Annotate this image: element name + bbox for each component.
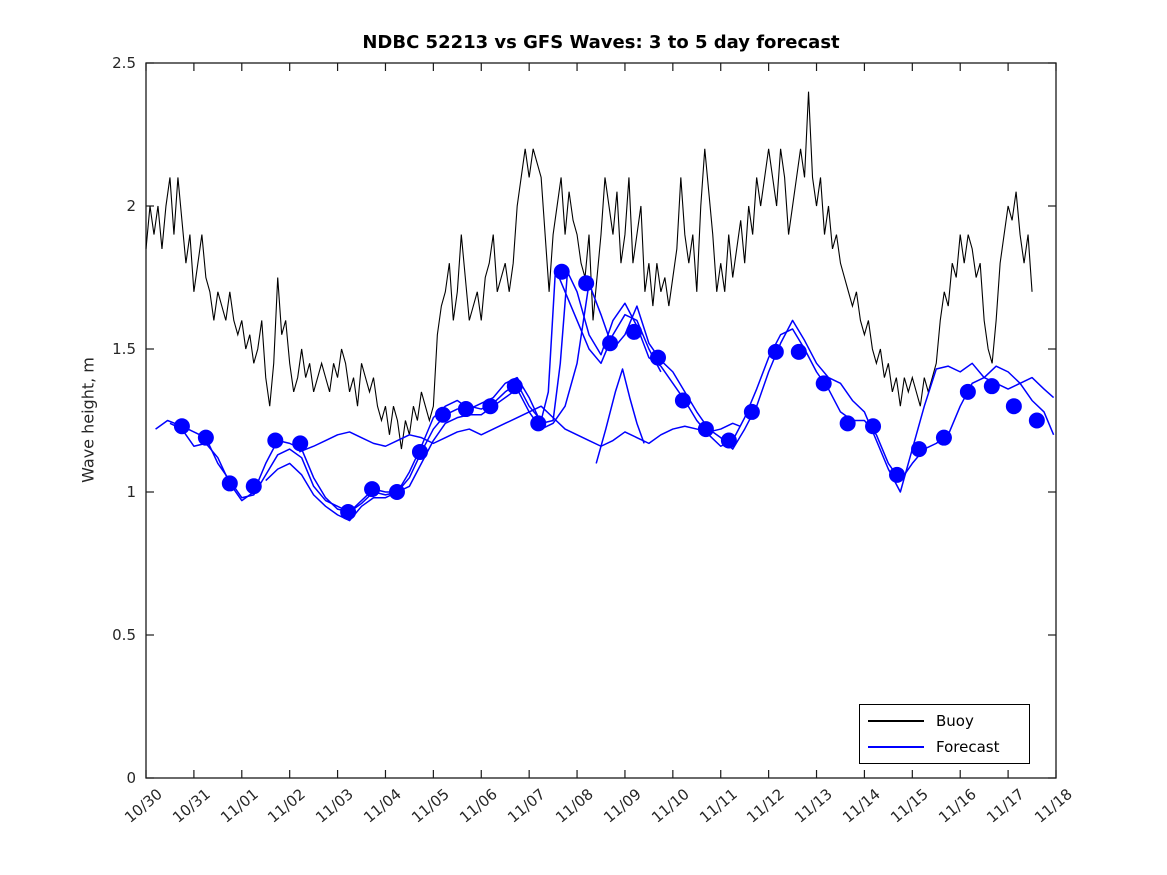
forecast-marker xyxy=(553,263,570,280)
forecast-marker xyxy=(1028,412,1045,429)
forecast-marker xyxy=(364,481,381,498)
forecast-marker xyxy=(815,375,832,392)
forecast-marker xyxy=(173,418,190,435)
forecast-run-line-4 xyxy=(298,405,741,453)
forecast-marker xyxy=(888,466,905,483)
forecast-marker xyxy=(578,275,595,292)
forecast-marker xyxy=(911,441,928,458)
forecast-marker xyxy=(743,403,760,420)
legend-entry-forecast: Forecast xyxy=(868,736,1021,758)
y-tick-label: 1 xyxy=(126,483,136,501)
buoy-line-sample xyxy=(868,720,924,722)
forecast-marker xyxy=(434,406,451,423)
forecast-marker xyxy=(602,335,619,352)
forecast-marker xyxy=(457,401,474,418)
forecast-marker xyxy=(767,343,784,360)
forecast-marker xyxy=(839,415,856,432)
forecast-marker xyxy=(245,478,262,495)
forecast-marker xyxy=(340,504,357,521)
forecast-marker xyxy=(1005,398,1022,415)
forecast-line-sample xyxy=(868,746,924,748)
forecast-marker xyxy=(983,378,1000,395)
y-axis-label: Wave height, m xyxy=(78,357,98,483)
forecast-marker xyxy=(482,398,499,415)
forecast-marker xyxy=(720,432,737,449)
forecast-marker xyxy=(197,429,214,446)
forecast-run-line-5 xyxy=(595,368,645,464)
y-tick-label: 2.5 xyxy=(112,54,136,72)
chart-title: NDBC 52213 vs GFS Waves: 3 to 5 day fore… xyxy=(362,32,840,53)
legend: Buoy Forecast xyxy=(859,704,1030,764)
forecast-marker xyxy=(267,432,284,449)
forecast-marker xyxy=(649,349,666,366)
forecast-marker xyxy=(790,343,807,360)
forecast-marker xyxy=(697,421,714,438)
legend-label-forecast: Forecast xyxy=(936,738,1000,756)
forecast-run-line-3 xyxy=(265,282,1055,522)
forecast-marker xyxy=(292,435,309,452)
y-tick-label: 2 xyxy=(126,197,136,215)
legend-label-buoy: Buoy xyxy=(936,712,974,730)
forecast-marker xyxy=(626,323,643,340)
forecast-marker xyxy=(935,429,952,446)
forecast-marker xyxy=(865,418,882,435)
y-tick-label: 0.5 xyxy=(112,626,136,644)
forecast-marker xyxy=(959,383,976,400)
forecast-marker xyxy=(388,484,405,500)
forecast-marker xyxy=(221,475,238,492)
legend-entry-buoy: Buoy xyxy=(868,710,1021,732)
forecast-marker xyxy=(530,415,547,432)
forecast-run-line-1 xyxy=(155,268,662,513)
y-tick-label: 1.5 xyxy=(112,340,136,358)
axes-box xyxy=(145,62,1057,779)
forecast-marker xyxy=(506,378,523,395)
forecast-marker xyxy=(411,443,428,460)
forecast-marker xyxy=(674,392,691,409)
y-tick-label: 0 xyxy=(126,769,136,787)
buoy-series-line xyxy=(145,91,1033,450)
